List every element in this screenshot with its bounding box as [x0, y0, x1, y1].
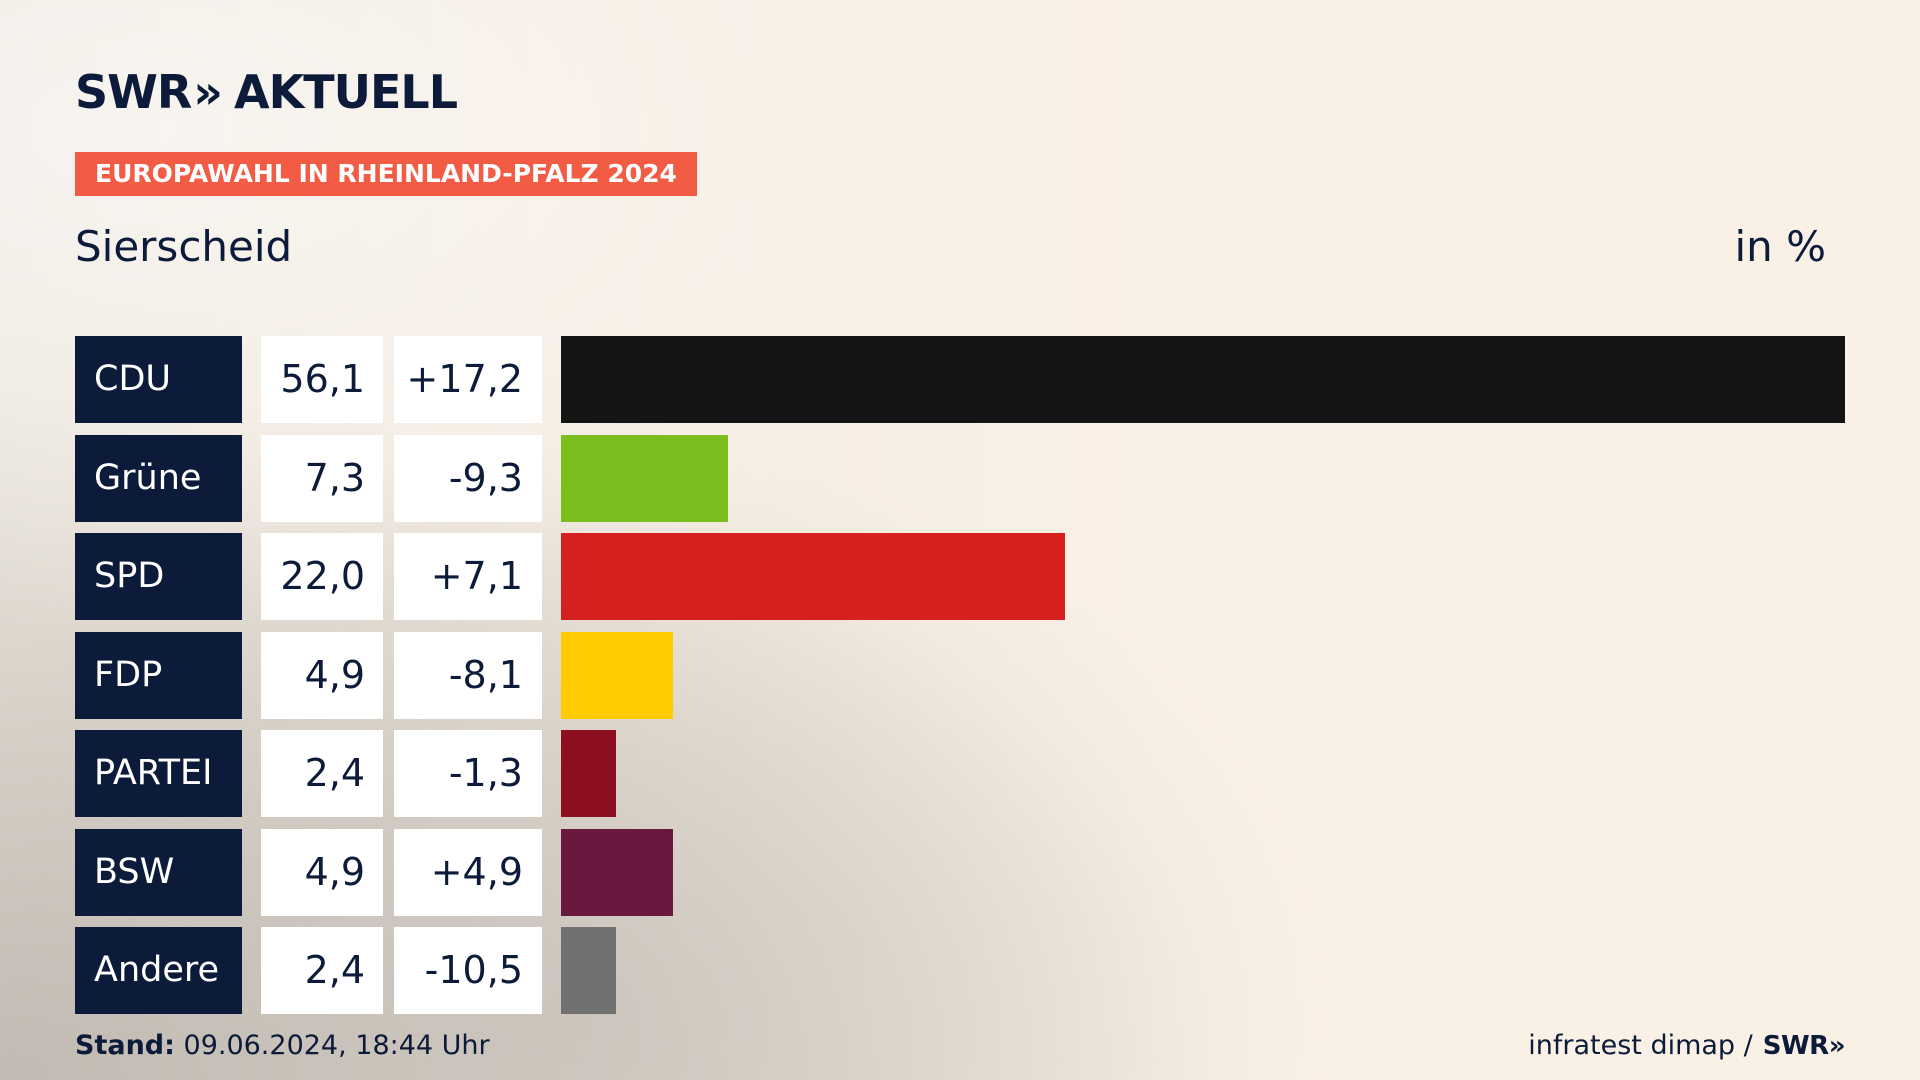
party-label: Andere	[75, 927, 242, 1014]
place-title: Sierscheid	[75, 222, 293, 271]
result-row: PARTEI 2,4 -1,3	[75, 730, 1845, 817]
result-row: FDP 4,9 -8,1	[75, 632, 1845, 719]
result-row: Grüne 7,3 -9,3	[75, 435, 1845, 522]
stand-value: 09.06.2024, 18:44 Uhr	[183, 1030, 490, 1061]
result-bar	[561, 927, 616, 1014]
result-bar	[561, 632, 673, 719]
swr-small-logo: SWR»	[1762, 1030, 1846, 1061]
result-row: BSW 4,9 +4,9	[75, 829, 1845, 916]
party-label: FDP	[75, 632, 242, 719]
vote-change-value: -8,1	[394, 632, 542, 719]
party-label: SPD	[75, 533, 242, 620]
result-bar	[561, 435, 728, 522]
vote-share-value: 22,0	[261, 533, 383, 620]
source-text: infratest dimap /	[1528, 1030, 1753, 1061]
vote-share-value: 56,1	[261, 336, 383, 423]
party-label: BSW	[75, 829, 242, 916]
vote-share-value: 4,9	[261, 829, 383, 916]
result-row: Andere 2,4 -10,5	[75, 927, 1845, 1014]
result-bar	[561, 533, 1065, 620]
result-bar	[561, 336, 1845, 423]
vote-share-value: 2,4	[261, 927, 383, 1014]
vote-change-value: -9,3	[394, 435, 542, 522]
vote-change-value: -1,3	[394, 730, 542, 817]
result-bar	[561, 730, 616, 817]
party-label: Grüne	[75, 435, 242, 522]
party-label: CDU	[75, 336, 242, 423]
swr-aktuell-logo: SWR » AKTUELL	[75, 65, 458, 119]
election-subtitle: EUROPAWAHL IN RHEINLAND-PFALZ 2024	[75, 152, 697, 196]
result-row: CDU 56,1 +17,2	[75, 336, 1845, 423]
logo-aktuell-text: AKTUELL	[234, 65, 458, 119]
vote-change-value: +7,1	[394, 533, 542, 620]
vote-change-value: -10,5	[394, 927, 542, 1014]
vote-share-value: 7,3	[261, 435, 383, 522]
stand-label: Stand:	[75, 1030, 175, 1061]
footer-source: infratest dimap / SWR»	[1528, 1030, 1845, 1061]
vote-share-value: 2,4	[261, 730, 383, 817]
logo-swr-text: SWR	[75, 65, 192, 119]
party-label: PARTEI	[75, 730, 242, 817]
vote-change-value: +17,2	[394, 336, 542, 423]
vote-share-value: 4,9	[261, 632, 383, 719]
vote-change-value: +4,9	[394, 829, 542, 916]
unit-label: in %	[1734, 222, 1826, 271]
result-row: SPD 22,0 +7,1	[75, 533, 1845, 620]
footer-timestamp: Stand: 09.06.2024, 18:44 Uhr	[75, 1030, 490, 1061]
result-bar	[561, 829, 673, 916]
logo-chevron-icon: »	[193, 65, 223, 119]
